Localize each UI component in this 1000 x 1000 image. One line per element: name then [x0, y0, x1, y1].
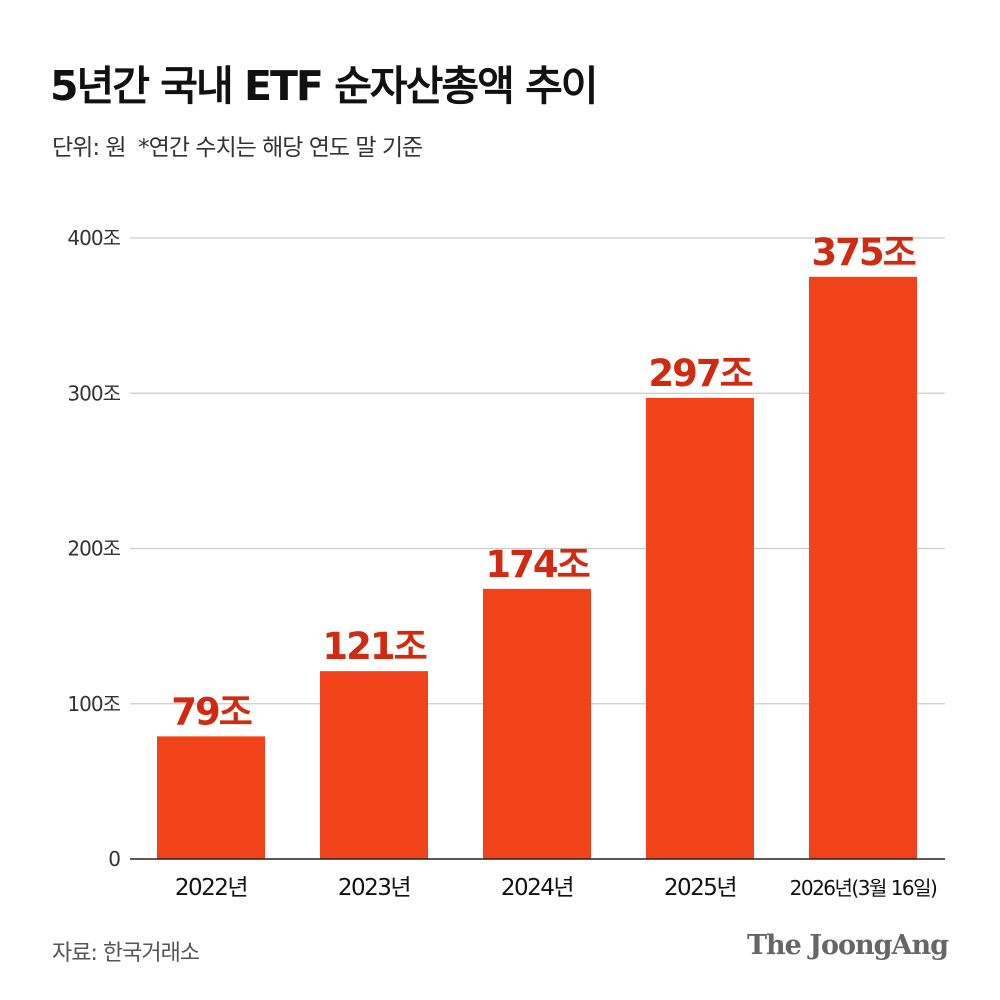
x-tick-label: 2025년: [664, 875, 736, 901]
bar-value-label: 174조: [485, 543, 589, 586]
bar: [320, 671, 428, 859]
bar: [483, 588, 591, 859]
y-tick-label: 200조: [67, 537, 120, 561]
bar-value-label: 297조: [648, 352, 752, 395]
y-tick-label: 0: [108, 847, 120, 871]
bar: [646, 397, 754, 859]
source-note: 자료: 한국거래소: [52, 941, 200, 966]
chart-title: 5년간 국내 ETF 순자산총액 추이: [50, 62, 599, 110]
bar-value-label: 121조: [322, 625, 426, 668]
chart-subtitle: 단위: 원 *연간 수치는 해당 연도 말 기준: [52, 135, 423, 161]
brand-logo: The JoongAng: [746, 930, 949, 961]
y-tick-label: 300조: [67, 381, 120, 405]
bar: [157, 736, 265, 859]
x-tick-label: 2026년(3월 16일): [790, 876, 937, 900]
y-tick-label: 100조: [67, 692, 120, 716]
y-tick-label: 400조: [67, 226, 120, 250]
bar-value-label: 375조: [811, 231, 915, 274]
bar-chart: 0 100조 200조 300조 400조 79조 2022년 121조 2023년 174조 20…: [67, 226, 945, 901]
x-tick-label: 2023년: [338, 875, 410, 901]
bar-value-label: 79조: [171, 690, 251, 733]
x-tick-label: 2024년: [501, 875, 573, 901]
bar: [809, 276, 917, 859]
x-tick-label: 2022년: [175, 875, 247, 901]
